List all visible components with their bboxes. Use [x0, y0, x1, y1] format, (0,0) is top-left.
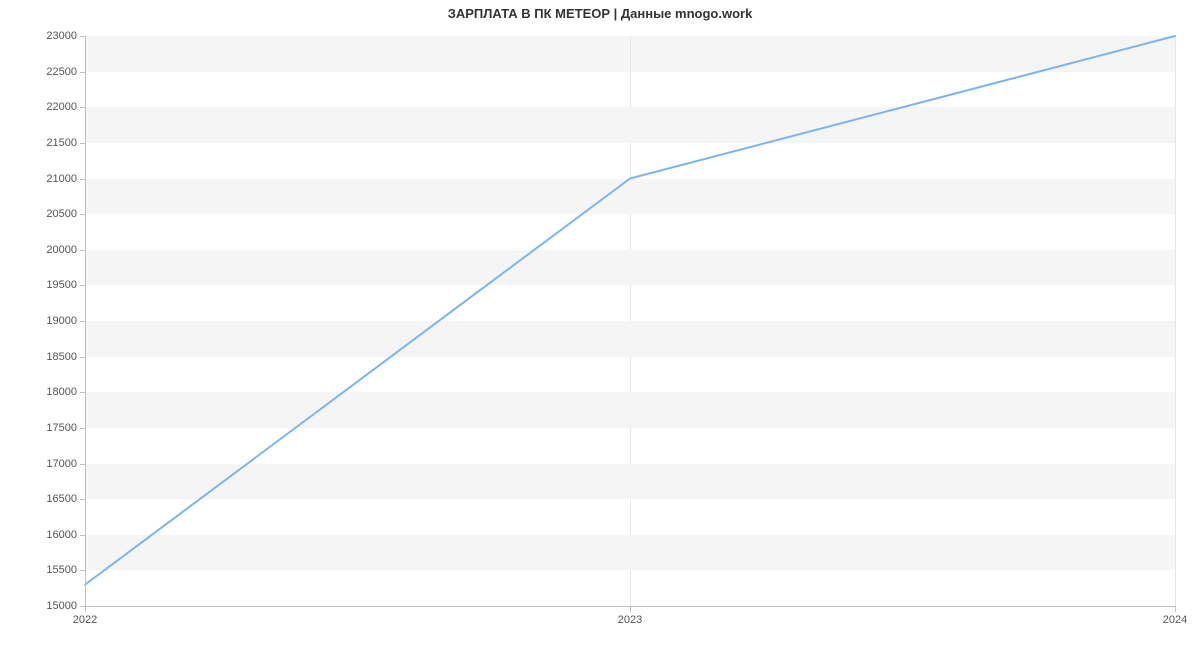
x-tick-mark — [1175, 606, 1176, 612]
series-line-salary — [85, 36, 1175, 585]
plot-area: 1500015500160001650017000175001800018500… — [85, 36, 1175, 606]
salary-line-chart: ЗАРПЛАТА В ПК МЕТЕОР | Данные mnogo.work… — [0, 0, 1200, 650]
chart-title: ЗАРПЛАТА В ПК МЕТЕОР | Данные mnogo.work — [0, 6, 1200, 21]
line-series-layer — [85, 36, 1175, 606]
x-gridline — [1175, 36, 1176, 606]
x-tick-mark — [85, 606, 86, 612]
x-tick-mark — [630, 606, 631, 612]
y-axis-line — [85, 36, 86, 606]
